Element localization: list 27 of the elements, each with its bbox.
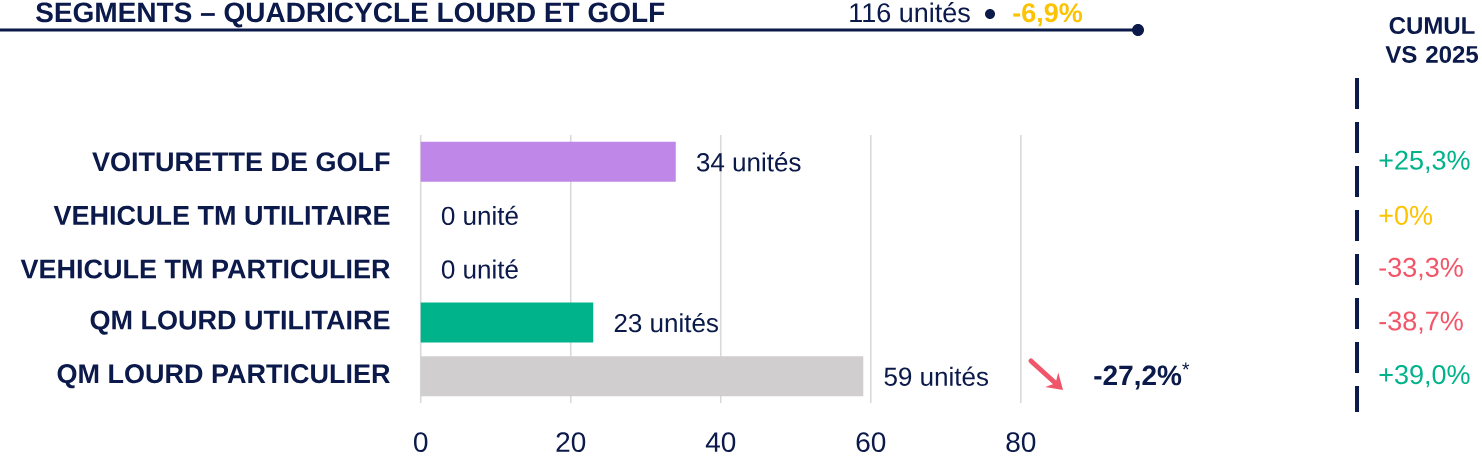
- text: -38,7%: [1379, 311, 1463, 334]
- bar: [420, 302, 594, 343]
- y-tick-label: VEHICULE TM UTILITAIRE: [53, 205, 390, 225]
- y-tick-label: QM LOURD PARTICULIER: [57, 364, 390, 389]
- text: -27,2%$^{*}$: [1094, 362, 1190, 390]
- y-tick-label: VEHICULE TM PARTICULIER: [20, 259, 390, 279]
- text: +39,0%: [1379, 365, 1470, 388]
- text: +0%: [1379, 205, 1433, 225]
- data-label: 59 unités: [884, 366, 989, 386]
- data-label: 0 unité: [441, 205, 518, 226]
- x-tick-label: 80: [1006, 432, 1036, 453]
- x-tick-label: 0: [414, 432, 428, 453]
- text: CUMUL VS 2025: [1385, 17, 1479, 63]
- data-label: 0 unité: [441, 259, 518, 279]
- data-label: 23 unités: [614, 312, 718, 333]
- text: +25,3%: [1379, 150, 1470, 173]
- x-tick-label: 20: [556, 432, 586, 453]
- chart-title: SEGMENTS – QUADRICYCLE LOURD ET GOLF: [36, 2, 665, 28]
- chart-subtitle: 116 unités: [850, 2, 970, 23]
- data-label: 34 unités: [696, 152, 801, 172]
- y-tick-label: VOITURETTE DE GOLF: [92, 152, 390, 172]
- x-tick-label: 60: [856, 432, 886, 453]
- bar: [420, 141, 676, 182]
- y-tick-label: QM LOURD UTILITAIRE: [90, 310, 390, 335]
- x-tick-label: 40: [705, 432, 736, 453]
- text: -33,3%: [1379, 257, 1463, 281]
- text: -6,9%: [1013, 3, 1083, 27]
